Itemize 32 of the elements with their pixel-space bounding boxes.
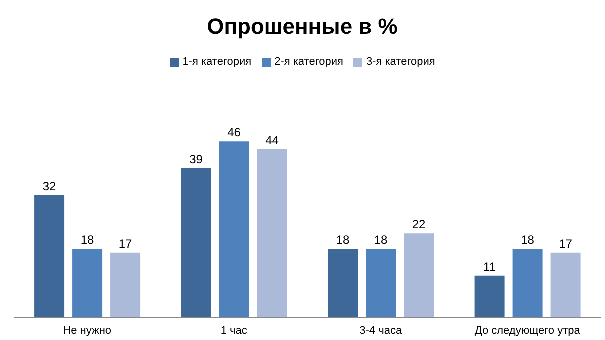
data-label: 22 <box>412 218 426 232</box>
data-label: 46 <box>228 126 242 140</box>
x-tick-label: До следующего утра <box>474 324 582 337</box>
bar <box>366 249 396 318</box>
data-label: 18 <box>80 233 95 247</box>
legend-label: 2-я категория <box>274 56 344 68</box>
x-tick-label: Не нужно <box>63 324 112 337</box>
legend-label: 1-я категория <box>182 56 252 68</box>
data-label: 11 <box>484 260 496 274</box>
bar <box>512 249 543 318</box>
bar <box>257 149 288 318</box>
bar <box>328 249 358 318</box>
chart-title: Опрошенные в % <box>206 14 399 40</box>
data-label: 44 <box>266 133 280 148</box>
data-label: 18 <box>521 233 535 247</box>
data-label: 17 <box>559 236 573 251</box>
bar <box>110 252 141 318</box>
data-label: 39 <box>190 152 204 166</box>
bar <box>181 168 212 318</box>
x-tick-label: 3-4 часа <box>360 324 403 337</box>
bar <box>219 142 250 318</box>
data-label: 17 <box>118 236 133 251</box>
legend-label: 3-я категория <box>366 56 436 68</box>
x-tick-label: 1 час <box>220 324 248 337</box>
bar <box>72 249 103 318</box>
data-label: 32 <box>42 179 57 194</box>
bar <box>404 234 434 318</box>
bar <box>34 195 65 318</box>
bar <box>550 252 581 318</box>
data-label: 18 <box>336 233 350 247</box>
bar <box>474 276 505 318</box>
data-label: 18 <box>374 233 388 247</box>
